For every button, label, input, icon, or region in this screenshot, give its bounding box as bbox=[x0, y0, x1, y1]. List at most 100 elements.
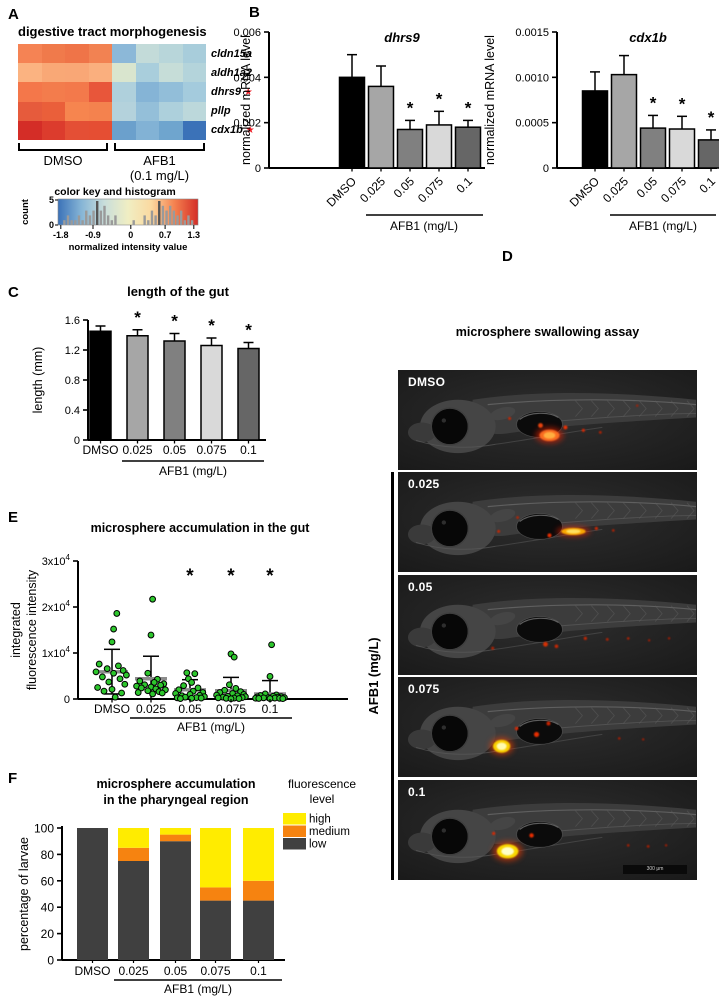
histogram-bar bbox=[161, 205, 165, 225]
group-label: AFB1 (mg/L) bbox=[629, 219, 697, 233]
data-point bbox=[191, 670, 199, 678]
y-tick-label: 0.002 bbox=[233, 118, 261, 130]
legend-label-medium: medium bbox=[309, 826, 350, 838]
larva-image-0.05: 0.05 bbox=[398, 575, 697, 675]
data-point bbox=[136, 677, 144, 685]
significance-asterisk: * bbox=[650, 93, 657, 112]
panel-a-title: digestive tract morphogenesis bbox=[18, 24, 207, 39]
data-point bbox=[105, 678, 113, 686]
data-point bbox=[279, 695, 287, 703]
x-tick-label: 0.1 bbox=[250, 964, 267, 978]
heatmap-cell bbox=[65, 63, 89, 83]
panel-a-label: A bbox=[8, 6, 19, 23]
significance-asterisk: * bbox=[186, 566, 194, 587]
significance-asterisk: * bbox=[436, 89, 443, 108]
x-tick-label: 0.1 bbox=[696, 174, 718, 196]
frame-dose-label: 0.025 bbox=[408, 477, 440, 491]
x-tick-label: DMSO bbox=[324, 174, 359, 209]
panel-c-label: C bbox=[8, 284, 19, 301]
bar bbox=[396, 128, 424, 169]
heatmap-cell bbox=[135, 101, 159, 121]
x-tick-label: 0.075 bbox=[658, 174, 689, 205]
significance-asterisk: * bbox=[208, 316, 215, 335]
heatmap-cell bbox=[182, 120, 206, 140]
data-point bbox=[110, 669, 117, 677]
heatmap-cell bbox=[112, 101, 136, 121]
group-label: AFB1 (mg/L) bbox=[164, 982, 232, 996]
data-point bbox=[121, 680, 129, 688]
data-point bbox=[113, 610, 121, 617]
heatmap-cell bbox=[182, 101, 206, 121]
histogram-bar bbox=[66, 215, 70, 225]
color-key-count-label: count bbox=[20, 198, 31, 225]
y-tick-label: 0 bbox=[47, 954, 54, 968]
data-point bbox=[235, 695, 243, 702]
significance-asterisk: * bbox=[134, 308, 141, 327]
data-point bbox=[144, 669, 152, 677]
y-axis-label: fluorescence intensity bbox=[25, 569, 39, 690]
data-point bbox=[266, 673, 274, 680]
larva-image-0.075: 0.075 bbox=[398, 677, 697, 777]
y-axis-label: normalized mRNA level bbox=[239, 35, 253, 165]
count-tick: 5 bbox=[49, 195, 54, 205]
stacked-bar-chart-pharyngeal: microsphere accumulation in the pharyngea… bbox=[17, 777, 356, 996]
y-tick-label: 0.0010 bbox=[515, 72, 549, 84]
bar bbox=[126, 335, 149, 441]
heatmap-cell bbox=[88, 82, 112, 102]
y-tick-label: 1x104 bbox=[42, 645, 71, 660]
group-label: AFB1 (mg/L) bbox=[177, 720, 245, 734]
legend-title-line: level bbox=[310, 792, 335, 806]
data-point bbox=[119, 667, 127, 674]
histogram-bar bbox=[147, 220, 150, 225]
data-point bbox=[194, 684, 202, 692]
y-tick-label: 0.0015 bbox=[515, 27, 549, 39]
heatmap-cell bbox=[18, 101, 42, 121]
bar bbox=[200, 344, 223, 441]
data-point bbox=[268, 641, 276, 649]
legend-label-low: low bbox=[309, 839, 327, 851]
stacked-segment-high bbox=[200, 828, 231, 888]
significance-star-icon: ★ bbox=[240, 86, 253, 98]
significance-asterisk: * bbox=[407, 98, 414, 117]
data-point bbox=[150, 679, 158, 686]
data-point bbox=[232, 685, 240, 692]
heatmap-cell bbox=[159, 101, 183, 121]
heatmap-cell bbox=[182, 82, 206, 102]
heatmap-cell bbox=[18, 120, 42, 140]
data-point bbox=[157, 681, 165, 689]
significance-asterisk: * bbox=[171, 312, 178, 331]
histogram-bar bbox=[110, 220, 113, 225]
data-point bbox=[116, 675, 124, 683]
data-point bbox=[144, 687, 152, 695]
x-tick-label: 0.025 bbox=[600, 174, 631, 205]
histogram-bar bbox=[179, 210, 183, 225]
bar bbox=[338, 76, 366, 169]
y-tick-label: 0 bbox=[64, 694, 70, 706]
data-point bbox=[149, 690, 157, 698]
frame-dose-label: 0.075 bbox=[408, 682, 440, 696]
y-tick-label: 20 bbox=[41, 927, 55, 941]
bar bbox=[367, 85, 395, 169]
frame-dose-label: 0.1 bbox=[408, 785, 426, 799]
data-point bbox=[134, 689, 142, 696]
bar bbox=[697, 139, 719, 169]
x-tick-label: 0.1 bbox=[453, 174, 475, 196]
histogram-bar bbox=[165, 210, 168, 225]
chart-title: dhrs9 bbox=[384, 30, 420, 45]
y-tick-label: 0 bbox=[74, 435, 80, 447]
gene-row-label: cldn15a bbox=[211, 47, 252, 60]
heatmap-cell bbox=[88, 63, 112, 83]
heatmap-cell bbox=[135, 82, 159, 102]
legend-swatch-medium bbox=[283, 825, 306, 837]
heatmap-cell bbox=[18, 44, 42, 64]
histogram-bar bbox=[81, 220, 84, 225]
value-tick-label: 1.3 bbox=[188, 230, 201, 240]
data-point bbox=[123, 671, 130, 679]
afb1-dose-axis-line bbox=[391, 472, 394, 880]
x-tick-label: 0.025 bbox=[118, 964, 148, 978]
heatmap-cell bbox=[135, 120, 159, 140]
y-tick-label: 0.4 bbox=[65, 405, 80, 417]
data-point bbox=[158, 689, 166, 697]
